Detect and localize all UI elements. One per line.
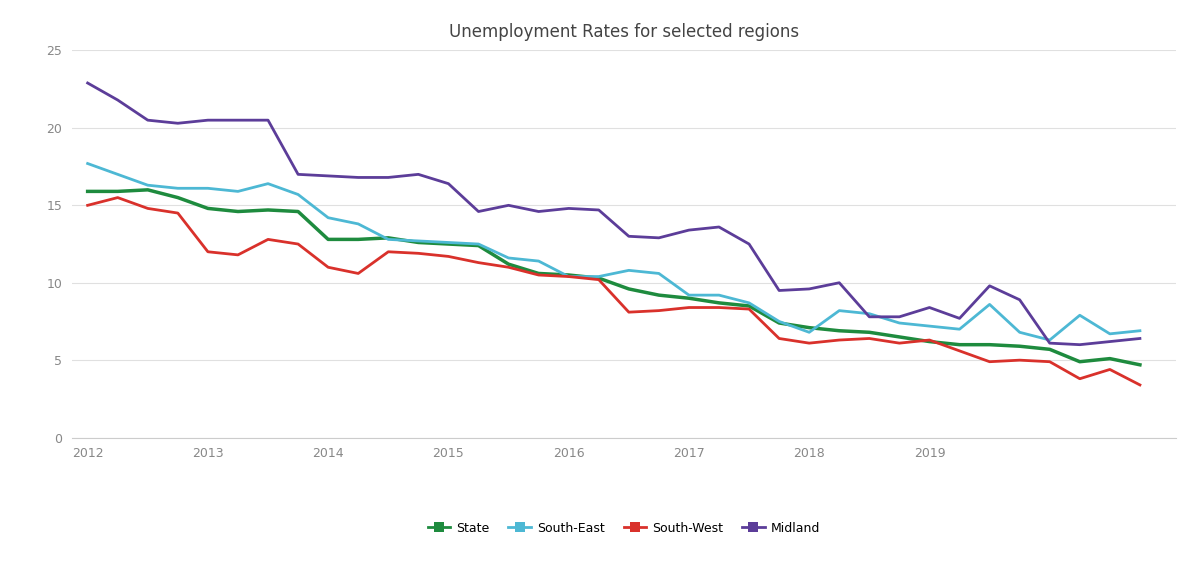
Legend: State, South-East, South-West, Midland: State, South-East, South-West, Midland bbox=[422, 517, 826, 540]
Title: Unemployment Rates for selected regions: Unemployment Rates for selected regions bbox=[449, 22, 799, 40]
